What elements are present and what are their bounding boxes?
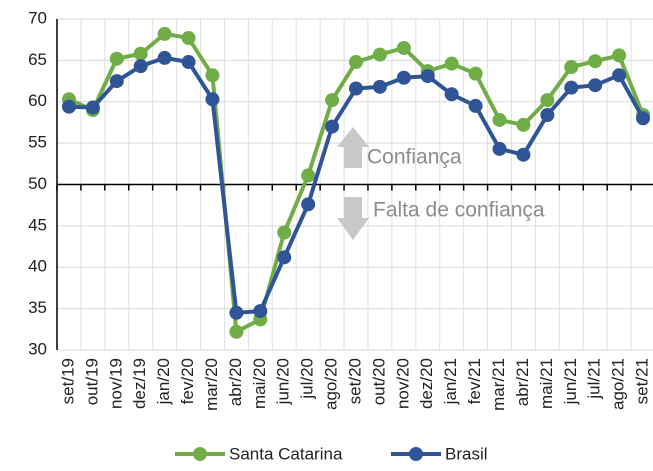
- y-tick-label: 35: [28, 298, 47, 317]
- legend-label: Santa Catarina: [229, 444, 343, 463]
- x-tick-label: mar/21: [489, 358, 508, 411]
- x-tick-label: abr/21: [513, 358, 532, 406]
- point: [301, 197, 316, 212]
- point: [85, 100, 100, 115]
- x-tick-label: nov/20: [393, 358, 412, 409]
- y-tick-label: 40: [28, 257, 47, 276]
- legend-marker: [409, 447, 423, 461]
- point: [468, 66, 483, 81]
- point: [253, 304, 268, 319]
- x-tick-label: jul/21: [585, 358, 604, 400]
- annotation: Falta de confiança: [373, 199, 545, 222]
- point: [468, 98, 483, 113]
- y-tick-label: 30: [28, 339, 47, 358]
- point: [325, 119, 340, 134]
- point: [564, 80, 579, 95]
- point: [277, 225, 292, 240]
- x-tick-label: fev/20: [178, 358, 197, 404]
- y-tick-label: 70: [28, 8, 47, 27]
- x-tick-label: set/21: [633, 358, 652, 404]
- x-tick-label: fev/21: [465, 358, 484, 404]
- point: [372, 47, 387, 62]
- point: [588, 54, 603, 69]
- point: [133, 59, 148, 74]
- point: [349, 55, 363, 70]
- down-arrow: [337, 197, 369, 240]
- point: [349, 81, 363, 96]
- x-tick-label: set/20: [345, 358, 364, 404]
- series-line: [68, 55, 645, 315]
- point: [301, 168, 316, 183]
- point: [109, 51, 124, 66]
- point: [181, 31, 196, 46]
- point: [372, 79, 387, 94]
- y-tick-label: 45: [28, 215, 47, 234]
- point: [612, 48, 627, 63]
- point: [492, 112, 507, 127]
- x-tick-label: jun/21: [561, 358, 580, 405]
- point: [277, 250, 292, 265]
- point: [157, 50, 172, 65]
- point: [133, 46, 148, 61]
- point: [229, 324, 244, 339]
- legend-label: Brasil: [445, 444, 488, 463]
- x-tick-label: set/19: [58, 358, 77, 404]
- point: [516, 147, 531, 162]
- point: [205, 68, 220, 83]
- point: [109, 74, 124, 89]
- x-tick-label: dez/19: [130, 358, 149, 409]
- point: [636, 111, 651, 126]
- legend-marker: [193, 447, 207, 461]
- x-tick-label: jun/20: [274, 358, 293, 405]
- x-tick-label: mai/21: [537, 358, 556, 409]
- x-tick-label: out/19: [82, 358, 101, 405]
- point: [612, 68, 627, 83]
- point: [564, 59, 579, 74]
- x-tick-label: out/20: [369, 358, 388, 405]
- point: [325, 93, 340, 108]
- point: [444, 56, 459, 71]
- y-tick-label: 55: [28, 133, 47, 152]
- x-tick-label: jan/20: [154, 358, 173, 405]
- point: [396, 70, 411, 85]
- annotation: Confiança: [367, 146, 462, 169]
- x-tick-label: nov/19: [106, 358, 125, 409]
- point: [540, 93, 555, 108]
- y-tick-label: 50: [28, 174, 47, 193]
- x-tick-label: dez/20: [417, 358, 436, 409]
- x-tick-label: ago/21: [609, 358, 628, 410]
- point: [588, 78, 603, 93]
- point: [229, 305, 244, 320]
- up-arrow: [337, 127, 369, 168]
- x-tick-label: jul/20: [298, 358, 317, 400]
- point: [157, 26, 172, 41]
- point: [516, 117, 531, 132]
- point: [205, 92, 220, 107]
- x-tick-label: mai/20: [250, 358, 269, 409]
- point: [420, 69, 435, 84]
- y-tick-label: 60: [28, 91, 47, 110]
- point: [540, 107, 555, 122]
- point: [61, 99, 76, 114]
- point: [492, 141, 507, 156]
- y-tick-label: 65: [28, 50, 47, 69]
- point: [396, 40, 411, 55]
- point: [444, 87, 459, 102]
- x-tick-label: mar/20: [202, 358, 221, 411]
- x-tick-label: jan/21: [441, 358, 460, 405]
- x-tick-label: abr/20: [226, 358, 245, 406]
- x-tick-label: ago/20: [322, 358, 341, 410]
- series-line: [68, 31, 645, 334]
- point: [181, 55, 196, 70]
